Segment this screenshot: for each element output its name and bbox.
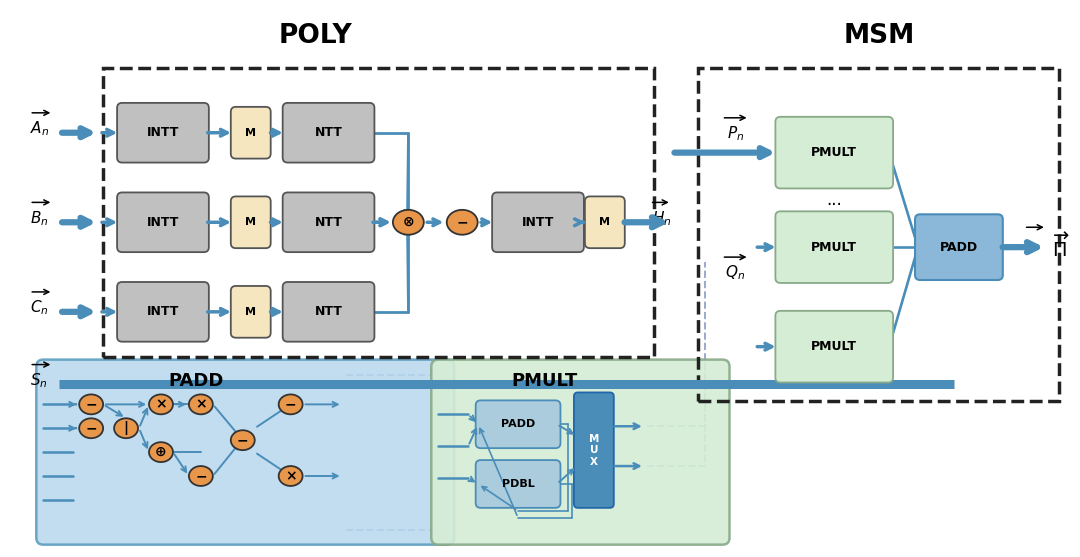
- FancyBboxPatch shape: [231, 197, 271, 248]
- Text: −: −: [85, 397, 97, 412]
- Text: −: −: [195, 469, 206, 483]
- Text: POLY: POLY: [279, 23, 352, 49]
- Text: M: M: [245, 307, 256, 317]
- FancyBboxPatch shape: [475, 400, 561, 448]
- Text: NTT: NTT: [314, 216, 342, 229]
- Text: INTT: INTT: [147, 305, 179, 319]
- FancyBboxPatch shape: [775, 117, 893, 188]
- FancyBboxPatch shape: [231, 286, 271, 338]
- FancyBboxPatch shape: [585, 197, 625, 248]
- Text: ...: ...: [773, 264, 789, 282]
- Bar: [103, 68, 653, 356]
- Text: ×: ×: [156, 397, 166, 412]
- FancyBboxPatch shape: [573, 393, 613, 508]
- Text: $P_{n}$: $P_{n}$: [727, 124, 744, 143]
- Text: INTT: INTT: [147, 126, 179, 139]
- Text: |: |: [123, 421, 129, 435]
- FancyBboxPatch shape: [775, 311, 893, 383]
- FancyBboxPatch shape: [915, 214, 1003, 280]
- Ellipse shape: [114, 418, 138, 438]
- Text: NTT: NTT: [314, 305, 342, 319]
- FancyBboxPatch shape: [117, 282, 208, 341]
- Text: M: M: [599, 217, 610, 227]
- Ellipse shape: [279, 466, 302, 486]
- Text: $Q_{n}$: $Q_{n}$: [726, 263, 745, 282]
- Text: PADD: PADD: [940, 241, 978, 253]
- FancyBboxPatch shape: [37, 360, 455, 545]
- Text: NTT: NTT: [314, 126, 342, 139]
- Text: −: −: [457, 216, 468, 229]
- Text: PADD: PADD: [168, 373, 224, 390]
- Text: MSM: MSM: [843, 23, 915, 49]
- Ellipse shape: [189, 466, 213, 486]
- Text: M: M: [245, 217, 256, 227]
- Text: PMULT: PMULT: [512, 373, 578, 390]
- Text: $\overrightarrow{\Pi}$: $\overrightarrow{\Pi}$: [1052, 233, 1069, 261]
- Text: $A_{n}$: $A_{n}$: [29, 119, 49, 138]
- Ellipse shape: [79, 394, 103, 414]
- Text: −: −: [85, 421, 97, 435]
- Ellipse shape: [231, 430, 255, 450]
- Text: PMULT: PMULT: [811, 241, 858, 253]
- Text: $B_{n}$: $B_{n}$: [30, 209, 49, 228]
- Ellipse shape: [149, 442, 173, 462]
- Ellipse shape: [79, 418, 103, 438]
- Text: ...: ...: [826, 191, 842, 209]
- Text: $H_{n}$: $H_{n}$: [652, 209, 672, 228]
- Text: ×: ×: [285, 469, 296, 483]
- Text: −: −: [237, 433, 248, 447]
- Text: INTT: INTT: [522, 216, 554, 229]
- FancyBboxPatch shape: [231, 107, 271, 159]
- Text: PMULT: PMULT: [811, 146, 858, 159]
- FancyBboxPatch shape: [283, 192, 375, 252]
- FancyBboxPatch shape: [283, 282, 375, 341]
- Text: −: −: [285, 397, 296, 412]
- FancyBboxPatch shape: [475, 460, 561, 508]
- Text: $S_{n}$: $S_{n}$: [30, 371, 49, 390]
- Text: ⊗: ⊗: [403, 216, 414, 229]
- FancyBboxPatch shape: [431, 360, 729, 545]
- Text: PADD: PADD: [501, 419, 536, 429]
- FancyBboxPatch shape: [117, 192, 208, 252]
- FancyBboxPatch shape: [117, 103, 208, 163]
- Ellipse shape: [447, 210, 477, 234]
- Text: ×: ×: [195, 397, 206, 412]
- FancyBboxPatch shape: [775, 211, 893, 283]
- Ellipse shape: [393, 210, 423, 234]
- Text: $C_{n}$: $C_{n}$: [30, 299, 49, 317]
- FancyBboxPatch shape: [283, 103, 375, 163]
- FancyBboxPatch shape: [492, 192, 584, 252]
- Ellipse shape: [189, 394, 213, 414]
- Text: ⊕: ⊕: [156, 445, 166, 459]
- Text: PDBL: PDBL: [502, 479, 535, 489]
- Text: M
U
X: M U X: [589, 433, 599, 467]
- Text: INTT: INTT: [147, 216, 179, 229]
- Text: M: M: [245, 128, 256, 138]
- Bar: [698, 68, 1058, 402]
- Text: PMULT: PMULT: [811, 340, 858, 353]
- Ellipse shape: [279, 394, 302, 414]
- Ellipse shape: [149, 394, 173, 414]
